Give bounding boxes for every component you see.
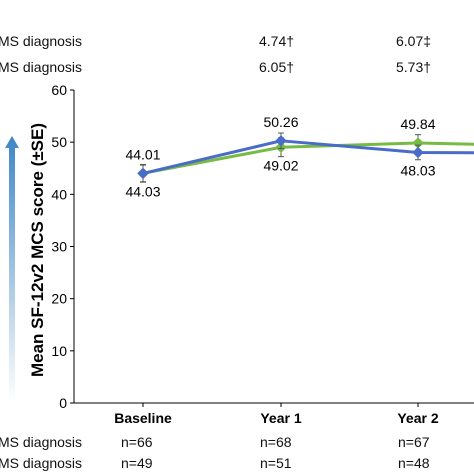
bottom-row-value: n=67: [398, 434, 430, 450]
bottom-row-value: n=51: [260, 455, 292, 471]
y-tick-label: 20: [51, 291, 67, 307]
x-tick-label: Year 2: [397, 410, 438, 426]
top-row-label: MS diagnosis: [0, 33, 83, 49]
x-tick-label: Year 1: [260, 410, 301, 426]
bottom-row-value: n=68: [260, 434, 292, 450]
top-row-value: 6.07‡: [396, 33, 432, 49]
data-point: [412, 146, 424, 159]
bottom-row-label: MS diagnosis: [0, 455, 83, 471]
top-row-label: MS diagnosis: [0, 59, 83, 75]
data-label: 44.03: [125, 183, 160, 199]
data-point: [275, 135, 287, 147]
y-axis-label: Mean SF-12v2 MCS score (±SE): [28, 123, 47, 377]
up-arrow-icon: [5, 136, 19, 402]
y-tick-label: 10: [51, 343, 67, 359]
data-label: 49.02: [263, 157, 298, 173]
bottom-row-label: MS diagnosis: [0, 434, 83, 450]
series-line: [142, 139, 474, 175]
data-label: 49.84: [400, 116, 435, 132]
data-label: 48.03: [400, 162, 435, 178]
bottom-row-value: n=48: [398, 455, 430, 471]
y-tick-label: 40: [51, 186, 67, 202]
y-tick-label: 30: [51, 239, 67, 255]
data-label: 44.01: [125, 146, 160, 162]
data-label: 50.26: [263, 114, 298, 130]
bottom-row-value: n=49: [121, 455, 153, 471]
x-tick-label: Baseline: [114, 410, 172, 426]
data-point: [137, 167, 149, 180]
top-row-value: 5.73†: [396, 59, 432, 75]
y-tick-label: 0: [59, 395, 67, 411]
top-row-value: 4.74†: [259, 33, 295, 49]
y-tick-label: 60: [51, 82, 67, 98]
y-tick-label: 50: [51, 134, 67, 150]
top-row-value: 6.05†: [259, 59, 295, 75]
bottom-row-value: n=66: [121, 434, 153, 450]
